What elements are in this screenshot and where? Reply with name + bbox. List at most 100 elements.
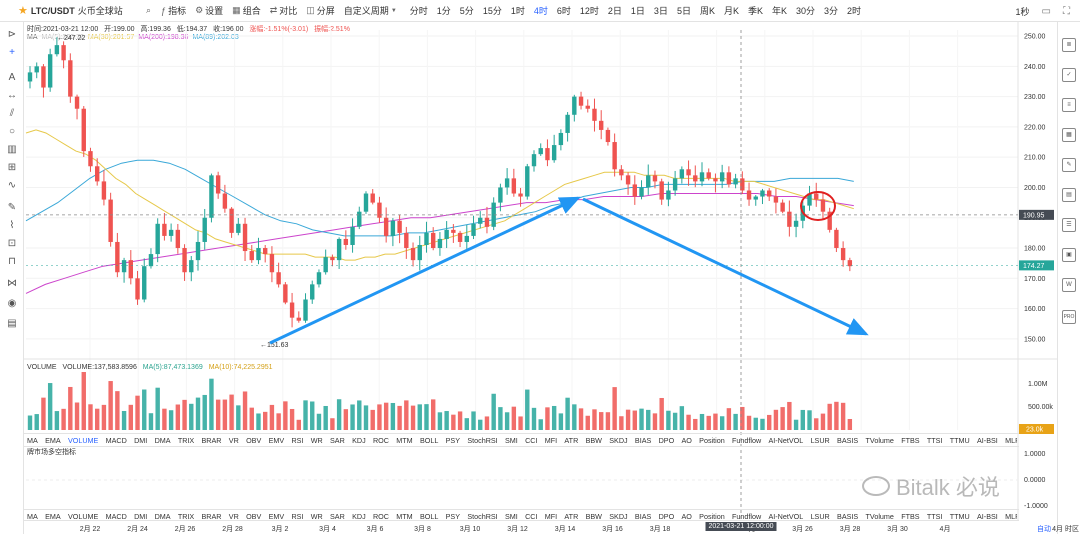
indicator-tab-macd[interactable]: MACD [105,435,127,445]
indicator-tab-dmi[interactable]: DMI [134,435,148,445]
indicator-tab-trix[interactable]: TRIX [177,511,195,521]
indicator-tab-ai-netvol[interactable]: AI-NetVOL [768,435,804,445]
data-window-icon[interactable]: ▤ [1062,188,1076,202]
indicator-tab-ttsi[interactable]: TTSI [926,435,943,445]
indicator-tab-wr[interactable]: WR [310,511,323,521]
fullscreen-icon[interactable]: ⛶ [1063,5,1070,17]
lock-icon[interactable]: ⊡ [7,238,17,249]
horizontal-line-icon[interactable]: ↔ [7,90,17,101]
indicator-tab-vr[interactable]: VR [228,511,239,521]
indicator-tab-kdj[interactable]: KDJ [352,511,366,521]
indicator-tab-ema[interactable]: EMA [45,435,61,445]
indicator-tab-emv[interactable]: EMV [268,511,285,521]
indicator-tab-rsi[interactable]: RSI [291,435,304,445]
circle-tool-icon[interactable]: ○ [8,126,16,137]
timeframe-18[interactable]: 2时 [847,6,862,16]
pencil-icon[interactable]: ✎ [7,202,17,213]
indicator-tab-sar[interactable]: SAR [330,435,345,445]
calendar-icon[interactable]: ▦ [1062,128,1076,142]
channel-icon[interactable]: ▥ [7,144,17,155]
indicator-tab-ao[interactable]: AO [681,511,692,521]
timeframe-14[interactable]: 季K [747,6,763,16]
indicator-tab-cci[interactable]: CCI [525,511,538,521]
split-screen-button[interactable]: ◫ 分屏 [306,4,335,17]
timeframe-16[interactable]: 30分 [796,6,816,16]
indicator-tab-smi[interactable]: SMI [504,511,518,521]
indicator-tab-basis[interactable]: BASIS [837,435,859,445]
indicator-tab-bias[interactable]: BIAS [634,435,652,445]
indicator-tab-fundflow[interactable]: Fundflow [732,511,762,521]
indicator-tab-fundflow[interactable]: Fundflow [732,435,762,445]
indicator-tab-ftbs[interactable]: FTBS [901,511,920,521]
indicator-tab-brar[interactable]: BRAR [201,511,222,521]
indicator-tab-mlr[interactable]: MLR [1005,435,1017,445]
timeframe-1[interactable]: 1分 [436,6,451,16]
timeframe-9[interactable]: 1日 [630,6,645,16]
indicator-tab-wr[interactable]: WR [310,435,323,445]
timeframe-13[interactable]: 月K [723,6,739,16]
indicator-tab-bbw[interactable]: BBW [585,511,602,521]
indicator-tab-ttsi[interactable]: TTSI [926,511,943,521]
timeframe-7[interactable]: 12时 [579,6,599,16]
camera-icon[interactable]: ▭ [1041,5,1051,17]
timeframe-6[interactable]: 6时 [556,6,571,16]
indicator-tab-roc[interactable]: ROC [372,435,389,445]
trash-icon[interactable]: ▤ [7,318,17,329]
timeframe-10[interactable]: 3日 [653,6,668,16]
indicator-tab-ema[interactable]: EMA [45,511,61,521]
favorite-star-icon[interactable]: ★ [18,5,28,17]
indicator-tab-obv[interactable]: OBV [246,435,262,445]
indicator-tab-mtm[interactable]: MTM [396,511,413,521]
indicator-tab-bbw[interactable]: BBW [585,435,602,445]
indicator-tab-skdj[interactable]: SKDJ [609,435,628,445]
indicator-tab-position[interactable]: Position [699,435,725,445]
magnet-icon[interactable]: ⊓ [8,256,16,267]
indicator-tab-volume[interactable]: VOLUME [67,435,99,445]
indicator-tab-ttmu[interactable]: TTMU [949,511,970,521]
indicator-tab-boll[interactable]: BOLL [419,435,439,445]
indicator-button[interactable]: ƒ 指标 [161,4,186,17]
indicator-tab-tvolume[interactable]: TVolume [865,511,894,521]
indicator-tab-brar[interactable]: BRAR [201,435,222,445]
timeframe-15[interactable]: 年K [772,6,788,16]
brush-icon[interactable]: ⌇ [9,220,15,231]
ma-legend[interactable]: MA MA(5):200.72 MA(30):201.57 MA(200):198.3… [27,34,243,41]
indicator-tab-dmi[interactable]: DMI [134,511,148,521]
auto-scale-toggle[interactable]: 自动 [1037,526,1051,533]
timeframe-5[interactable]: 4时 [533,6,548,16]
indicator-tab-position[interactable]: Position [699,511,725,521]
wave-tool-icon[interactable]: ∿ [7,180,17,191]
indicator-tab-lsur[interactable]: LSUR [810,435,830,445]
indicator-tab-ftbs[interactable]: FTBS [901,435,920,445]
indicator-tab-sar[interactable]: SAR [330,511,345,521]
text-icon[interactable]: A [8,72,16,83]
timeframe-11[interactable]: 5日 [676,6,691,16]
indicator-tab-basis[interactable]: BASIS [837,511,859,521]
timeframe-12[interactable]: 周K [699,6,715,16]
layout-button[interactable]: ▦ 组合 [232,4,261,17]
indicator-tab-dpo[interactable]: DPO [658,435,675,445]
trend-tool-icon[interactable]: ⫽ [9,108,15,119]
symbol-selector[interactable]: ★ LTC/USDT 火币全球站 [0,4,146,17]
cursor-icon[interactable]: ⊳ [7,29,17,40]
indicator-tab-psy[interactable]: PSY [445,435,461,445]
hotlist-icon[interactable]: ☰ [1062,218,1076,232]
indicator-tab-boll[interactable]: BOLL [419,511,439,521]
crosshair-icon[interactable]: + [9,47,15,58]
indicator-tab-ai-bsi[interactable]: AI-BSI [977,435,998,445]
timeframe-0[interactable]: 分时 [409,6,428,16]
indicator-tab-ma[interactable]: MA [27,435,38,445]
timeframe-4[interactable]: 1时 [510,6,525,16]
indicator-tab-emv[interactable]: EMV [268,435,285,445]
alert-icon[interactable]: ✓ [1062,68,1076,82]
indicator-tab-atr[interactable]: ATR [564,511,579,521]
timeframe-2[interactable]: 5分 [459,6,474,16]
settings-button[interactable]: ⚙ 设置 [195,4,223,17]
grid-tool-icon[interactable]: ⊞ [7,162,17,173]
timeframe-3[interactable]: 15分 [482,6,502,16]
indicator-tab-vr[interactable]: VR [228,435,239,445]
timezone-label[interactable]: 4月 时区 [1052,526,1079,533]
indicator-tab-lsur[interactable]: LSUR [810,511,830,521]
pro-icon[interactable]: PRO [1062,310,1076,324]
